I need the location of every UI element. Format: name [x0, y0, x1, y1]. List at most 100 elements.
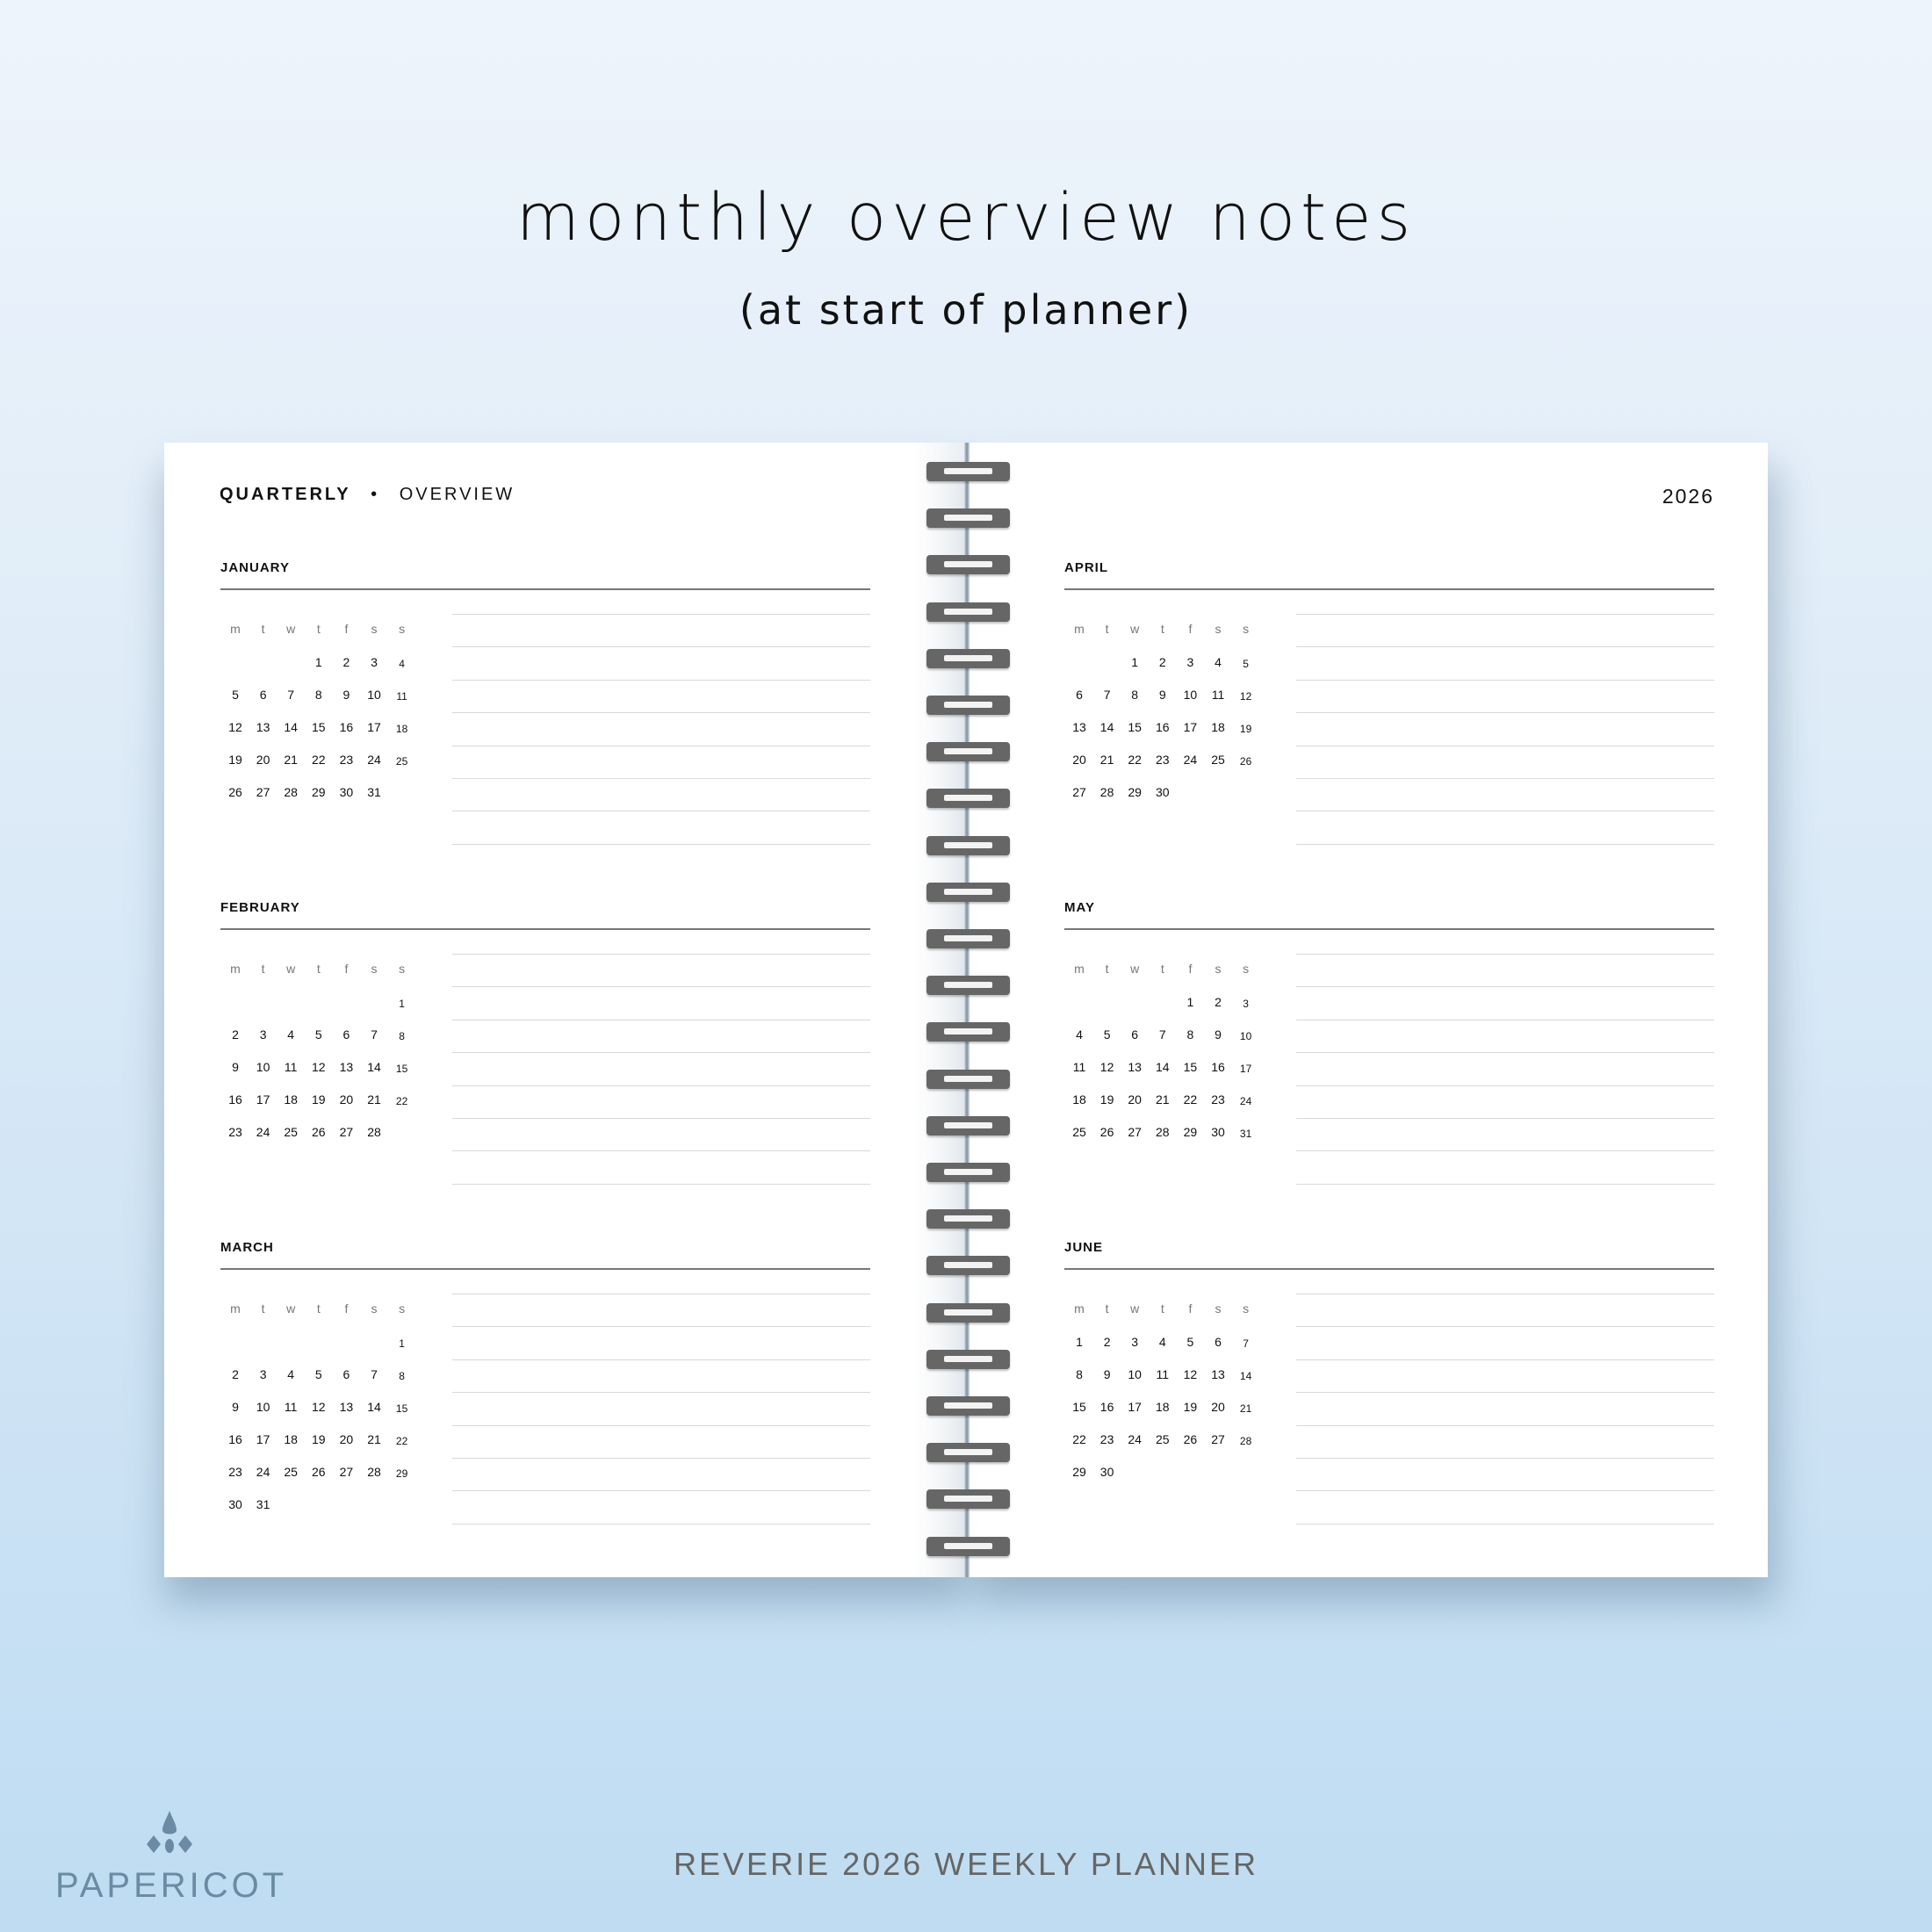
spiral-ring	[926, 1022, 1010, 1042]
calendar-day: 6	[1076, 687, 1083, 702]
notes-line[interactable]	[1296, 1359, 1714, 1360]
notes-line[interactable]	[1296, 712, 1714, 714]
month-label: MARCH	[220, 1240, 274, 1255]
notes-line[interactable]	[452, 1359, 870, 1360]
notes-line[interactable]	[452, 1490, 870, 1492]
weekday-label: m	[230, 962, 241, 976]
notes-line[interactable]	[1296, 1326, 1714, 1328]
calendar-day: 13	[339, 1059, 354, 1074]
calendar-day: 7	[1243, 1337, 1249, 1350]
calendar-day: 20	[339, 1092, 354, 1107]
calendar-day: 16	[228, 1092, 242, 1107]
calendar-day: 6	[342, 1027, 350, 1042]
notes-line[interactable]	[452, 1085, 870, 1086]
calendar-day: 2	[232, 1027, 239, 1042]
notes-line[interactable]	[1296, 1118, 1714, 1119]
notes-line[interactable]	[1296, 1458, 1714, 1459]
calendar-day: 16	[1156, 719, 1170, 734]
notes-line[interactable]	[452, 986, 870, 988]
calendar-day: 30	[1211, 1124, 1225, 1139]
notes-line[interactable]	[452, 1118, 870, 1119]
calendar-day: 29	[395, 1467, 408, 1480]
notes-line[interactable]	[452, 778, 870, 779]
calendar-day: 29	[1072, 1464, 1086, 1479]
calendar-day: 11	[1072, 1059, 1086, 1074]
calendar-day: 24	[256, 1464, 270, 1479]
calendar-day: 15	[1128, 719, 1142, 734]
calendar-day: 7	[371, 1027, 378, 1042]
calendar-day: 2	[1103, 1335, 1111, 1349]
calendar-day: 17	[367, 719, 381, 734]
weekday-label: t	[1160, 962, 1164, 976]
notes-line[interactable]	[1296, 646, 1714, 648]
calendar-day: 25	[1211, 752, 1225, 767]
calendar-day: 18	[284, 1092, 298, 1107]
notes-line[interactable]	[1296, 1150, 1714, 1152]
calendar-day: 22	[1128, 752, 1142, 767]
calendar-day: 15	[395, 1062, 408, 1075]
calendar-day: 17	[256, 1092, 270, 1107]
calendar-day: 11	[284, 1059, 298, 1074]
calendar-day: 5	[314, 1027, 322, 1042]
notes-line[interactable]	[452, 1392, 870, 1394]
calendar-day: 14	[367, 1399, 381, 1414]
notes-line[interactable]	[1296, 843, 1714, 845]
weekday-label: w	[1130, 622, 1140, 636]
notes-line[interactable]	[452, 1052, 870, 1054]
spiral-ring	[926, 602, 1010, 622]
calendar-day: 25	[1156, 1431, 1170, 1446]
notes-line[interactable]	[452, 646, 870, 648]
notes-line[interactable]	[1296, 986, 1714, 988]
month-june: JUNE m t w t f s s 1 2 3 4 5 6 7 8 9 10 11 12 13 14 15 16 17 18 19…	[1064, 1240, 1714, 1589]
weekday-label: f	[1188, 622, 1193, 636]
calendar-day: 5	[314, 1366, 322, 1381]
notes-line[interactable]	[452, 614, 870, 615]
notes-line[interactable]	[1296, 614, 1714, 615]
left-page	[164, 443, 967, 1577]
notes-line[interactable]	[452, 1458, 870, 1459]
notes-line[interactable]	[1296, 1490, 1714, 1492]
notes-line[interactable]	[1296, 1424, 1714, 1426]
notes-line[interactable]	[1296, 778, 1714, 779]
notes-line[interactable]	[452, 1424, 870, 1426]
calendar-day: 3	[371, 655, 378, 669]
calendar-day: 31	[256, 1496, 270, 1511]
calendar-day: 4	[287, 1027, 295, 1042]
month-rule	[220, 1268, 870, 1270]
notes-line[interactable]	[452, 712, 870, 714]
weekday-label: t	[261, 1301, 265, 1316]
notes-line[interactable]	[452, 1523, 870, 1525]
notes-line[interactable]	[1296, 954, 1714, 955]
notes-line[interactable]	[452, 954, 870, 955]
header-overview: OVERVIEW	[399, 485, 515, 504]
calendar-day: 29	[312, 784, 326, 799]
calendar-day: 13	[1072, 719, 1086, 734]
calendar-day: 10	[256, 1399, 270, 1414]
notes-line[interactable]	[1296, 1052, 1714, 1054]
spiral-ring	[926, 789, 1010, 809]
weekday-label: s	[1243, 622, 1250, 636]
calendar-day: 3	[259, 1027, 267, 1042]
notes-line[interactable]	[452, 679, 870, 681]
notes-line[interactable]	[452, 843, 870, 845]
month-label: JUNE	[1064, 1240, 1104, 1255]
calendar-day: 26	[312, 1464, 326, 1479]
month-label: APRIL	[1064, 560, 1108, 575]
notes-line[interactable]	[1296, 1392, 1714, 1394]
notes-line[interactable]	[452, 1183, 870, 1185]
weekday-label: t	[1105, 962, 1109, 976]
notes-line[interactable]	[1296, 1523, 1714, 1525]
notes-line[interactable]	[452, 1150, 870, 1152]
notes-line[interactable]	[452, 1326, 870, 1328]
calendar-day: 22	[312, 752, 326, 767]
weekday-label: t	[316, 1301, 321, 1316]
calendar-day: 27	[1128, 1124, 1142, 1139]
calendar-day: 28	[367, 1464, 381, 1479]
notes-line[interactable]	[1296, 1085, 1714, 1086]
month-label: MAY	[1064, 900, 1095, 915]
notes-line[interactable]	[1296, 679, 1714, 681]
notes-line[interactable]	[1296, 1183, 1714, 1185]
weekday-label: m	[1074, 1301, 1085, 1316]
calendar-day: 6	[259, 687, 267, 702]
right-page	[967, 443, 1768, 1577]
